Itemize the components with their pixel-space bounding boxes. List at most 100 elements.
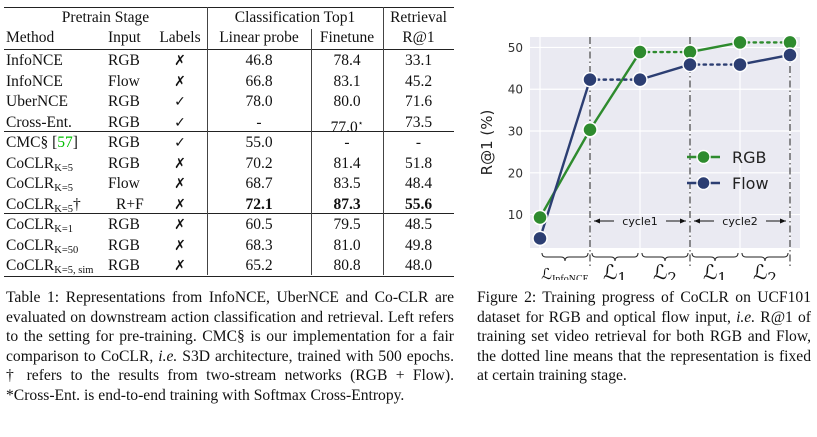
input-modality: RGB	[108, 93, 140, 110]
linear-probe-value: -	[256, 113, 262, 131]
arrowhead-left	[694, 218, 700, 224]
data-point-flow	[582, 71, 598, 88]
citation-link[interactable]: 57	[57, 134, 73, 151]
finetune-value: 80.8	[333, 257, 361, 274]
series-segment-rgb	[588, 51, 642, 131]
y-axis-label: R@1 (%)	[478, 110, 496, 176]
data-point-rgb	[732, 34, 748, 51]
retrieval-r1-value: -	[415, 134, 422, 151]
stage-brace	[641, 252, 689, 262]
labels-flag: ✗	[174, 217, 186, 233]
method-name: CoCLRK=1	[6, 216, 73, 235]
arrowhead-left	[594, 218, 600, 224]
training-progress-chart: 10 20 30 40 50 R@1 (%) cycle1 cycle2 ℒInfoNCE ℒ1 ℒ…	[478, 34, 800, 280]
retrieval-r1-value: 49.8	[404, 236, 433, 254]
input-modality: RGB	[108, 154, 140, 172]
input-modality: Flow	[108, 72, 140, 90]
column-divider	[383, 7, 384, 275]
y-tick-label: 30	[508, 125, 523, 139]
data-point-flow	[532, 230, 548, 247]
legend-marker-rgb	[696, 149, 711, 165]
labels-flag: ✗	[174, 176, 186, 192]
linear-probe-value: 68.3	[245, 236, 273, 254]
series-segment-flow	[739, 53, 791, 66]
labels-flag: ✓	[174, 94, 186, 110]
retrieval-r1-value: 48.4	[404, 175, 433, 192]
labels-flag: ✓	[174, 114, 186, 131]
input-modality: RGB	[108, 236, 140, 254]
method-name: InfoNCE	[6, 52, 63, 69]
linear-probe-value: 46.8	[245, 52, 273, 69]
input-modality: R+F	[116, 195, 144, 213]
retrieval-r1-value: 48.0	[404, 257, 433, 274]
labels-flag: ✗	[174, 196, 186, 213]
linear-probe-value: 72.1	[245, 195, 273, 213]
method-name: CoCLRK=5, sim	[6, 257, 94, 276]
data-point-flow	[632, 71, 648, 88]
method-name: CoCLRK=50	[6, 236, 79, 256]
labels-flag: ✗	[174, 237, 186, 254]
finetune-value: -	[344, 134, 350, 151]
table-top-rule	[4, 7, 454, 9]
column-header: Labels	[159, 29, 201, 46]
linear-probe-value: 65.2	[245, 257, 273, 274]
data-point-rgb	[582, 122, 598, 138]
column-header: R@1	[402, 29, 435, 46]
method-name: CoCLRK=5	[6, 175, 73, 194]
stage-brace	[691, 252, 739, 262]
method-subscript: K=5, sim	[54, 265, 94, 276]
finetune-value: 81.0	[333, 236, 361, 254]
method-subscript: K=5	[54, 162, 73, 174]
group-header-retrieval: Retrieval	[390, 9, 447, 26]
method-name: CoCLRK=5†	[6, 195, 81, 215]
legend-marker-flow	[696, 175, 711, 191]
input-modality: RGB	[108, 134, 140, 151]
table-caption: Table 1: Representations from InfoNCE, U…	[6, 289, 454, 404]
retrieval-r1-value: 33.1	[404, 52, 433, 69]
retrieval-r1-value: 48.5	[404, 216, 433, 233]
column-divider	[207, 7, 208, 275]
labels-flag: ✗	[174, 73, 186, 90]
stage-label: ℒ2	[653, 260, 677, 280]
stage-label: ℒ1	[703, 260, 727, 280]
section-rule	[4, 131, 454, 132]
cycle-label: cycle1	[622, 215, 657, 228]
labels-flag: ✓	[174, 135, 186, 151]
retrieval-r1-value: 51.8	[404, 154, 433, 172]
stage-label: ℒ2	[753, 260, 777, 280]
input-modality: RGB	[108, 113, 140, 131]
finetune-value: 80.0	[333, 93, 361, 110]
column-divider	[311, 29, 312, 275]
retrieval-r1-value: 45.2	[404, 72, 433, 90]
stage-brace	[741, 252, 789, 262]
input-modality: RGB	[108, 257, 140, 274]
table-bottom-rule	[4, 276, 454, 278]
retrieval-r1-value: 55.6	[404, 195, 433, 213]
column-header: Input	[108, 29, 141, 46]
finetune-value: 87.3	[333, 195, 361, 213]
linear-probe-value: 66.8	[245, 72, 273, 90]
column-header: Finetune	[319, 29, 375, 46]
method-subscript: K=50	[54, 244, 79, 256]
method-name: Cross-Ent.	[6, 113, 72, 131]
data-point-rgb	[532, 209, 548, 226]
stage-label: ℒ1	[603, 260, 627, 280]
section-rule	[4, 213, 454, 214]
data-point-flow	[682, 56, 698, 73]
figure-caption: Figure 2: Training progress of CoCLR on …	[477, 289, 811, 385]
finetune-value: 83.5	[333, 175, 361, 192]
method-subscript: K=1	[54, 224, 73, 235]
input-modality: Flow	[108, 175, 140, 192]
arrowhead-right	[780, 218, 786, 224]
method-name: InfoNCE	[6, 72, 63, 90]
group-header-classification: Classification Top1	[234, 9, 356, 26]
header-rule	[4, 49, 454, 50]
series-segment-rgb	[538, 129, 592, 219]
linear-probe-value: 55.0	[245, 134, 273, 151]
linear-probe-value: 78.0	[245, 93, 273, 110]
legend-label-rgb: RGB	[732, 148, 767, 167]
method-subscript: K=5	[54, 183, 73, 194]
linear-probe-value: 68.7	[245, 175, 273, 192]
group-header-pretrain: Pretrain Stage	[61, 9, 150, 26]
finetune-value: 81.4	[333, 154, 361, 172]
